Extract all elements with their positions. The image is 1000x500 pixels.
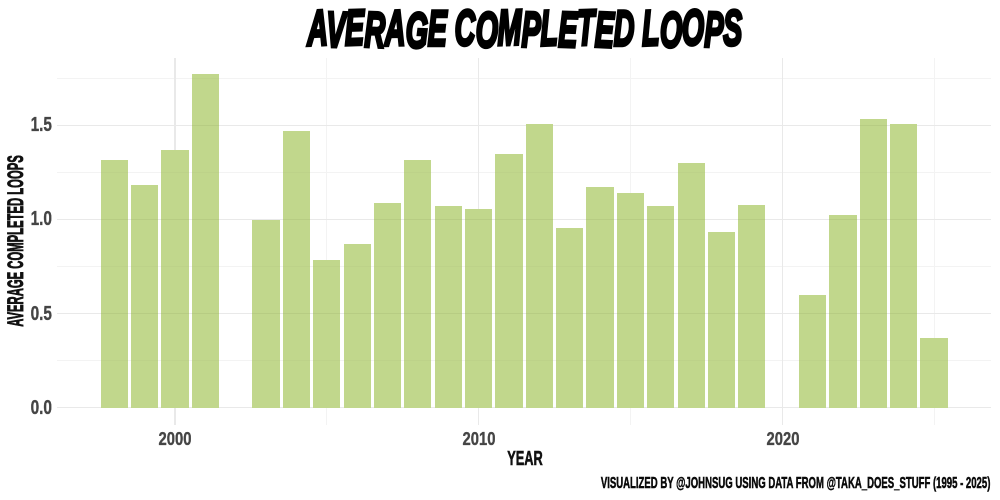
svg-text:AVERAGE COMPLETED LOOPS: AVERAGE COMPLETED LOOPS <box>306 0 742 59</box>
